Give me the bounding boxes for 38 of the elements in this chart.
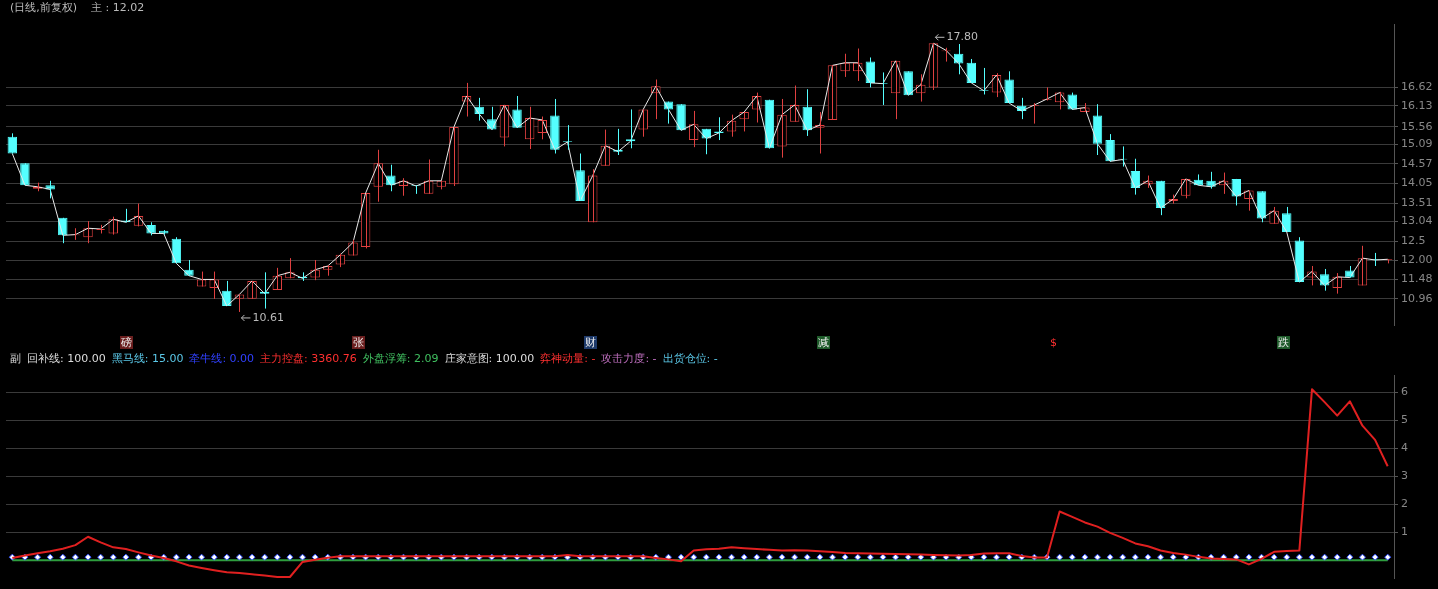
text: 牵牛线: 0.00: [189, 352, 255, 365]
text: 财: [584, 336, 598, 349]
y-tick-label: 15.09: [1401, 137, 1433, 151]
text: 外盘浮筹: 2.09: [362, 352, 439, 365]
annotation: 17.80: [946, 30, 978, 44]
text: 弈神动量: -: [540, 352, 596, 365]
y-tick-label: 1: [1401, 525, 1408, 539]
y-tick-label: 16.62: [1401, 80, 1433, 94]
y-tick-label: 10.96: [1401, 291, 1433, 305]
text: 减: [816, 336, 830, 349]
chart-subtitle: 主 : 12.02: [91, 1, 145, 14]
y-tick-label: 14.57: [1401, 156, 1433, 170]
y-tick-label: 4: [1401, 441, 1408, 455]
y-tick-label: 11.48: [1401, 272, 1433, 286]
chart-title: 副: [10, 352, 21, 365]
y-tick-label: 15.56: [1401, 119, 1433, 133]
y-tick-label: 3: [1401, 469, 1408, 483]
y-tick-label: 13.51: [1401, 196, 1433, 210]
text: 张: [351, 336, 365, 349]
text: 跌: [1277, 336, 1291, 349]
text: 出货仓位: -: [662, 352, 718, 365]
text: $: [1048, 336, 1058, 349]
text: 黑马线: 15.00: [111, 352, 184, 365]
y-tick-label: 5: [1401, 413, 1408, 427]
y-tick-label: 12.5: [1401, 234, 1426, 248]
y-tick-label: 6: [1401, 385, 1408, 399]
y-tick-label: 14.05: [1401, 176, 1433, 190]
text: 回补线: 100.00: [27, 352, 106, 365]
text: 主力控盘: 3360.76: [260, 352, 357, 365]
text: 攻击力度: -: [601, 352, 657, 365]
y-tick-label: 13.04: [1401, 214, 1433, 228]
chart-title: (日线,前复权): [10, 1, 78, 14]
y-tick-label: 12.00: [1401, 252, 1433, 266]
y-tick-label: 2: [1401, 497, 1408, 511]
text: 庄家意图: 100.00: [444, 352, 535, 365]
annotation: 10.61: [252, 310, 284, 324]
text: 磅: [119, 336, 133, 349]
y-tick-label: 16.13: [1401, 98, 1433, 112]
